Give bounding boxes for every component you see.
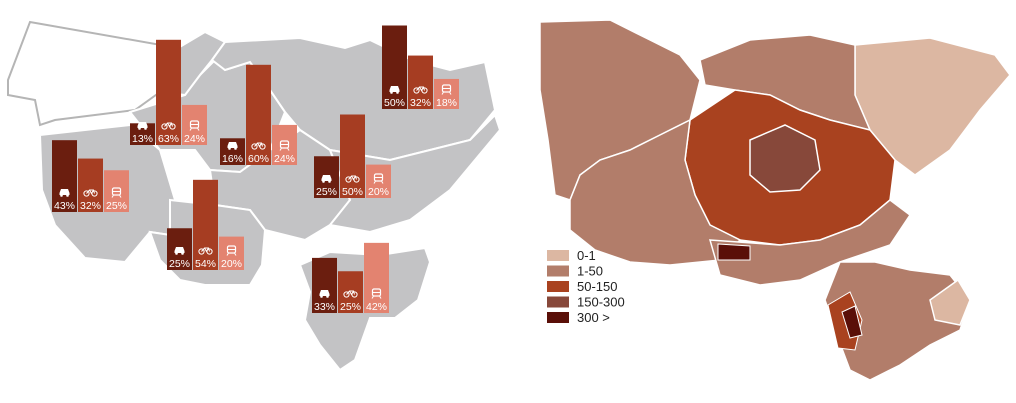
train-icon <box>226 245 237 256</box>
legend-swatch <box>547 312 569 323</box>
bike-bar <box>408 55 433 109</box>
car-share-label: 13% <box>132 133 153 145</box>
car-share-label: 33% <box>314 301 335 313</box>
car-icon <box>321 175 332 183</box>
legend-swatch <box>547 265 569 277</box>
train-share-label: 20% <box>368 186 389 198</box>
train-icon <box>441 84 452 95</box>
train-share-label: 20% <box>221 258 242 270</box>
train-icon <box>373 173 384 184</box>
bicycle-icon <box>345 175 360 183</box>
bicycle-icon <box>83 189 98 197</box>
car-icon <box>227 142 238 150</box>
legend-item: 50-150 <box>547 279 617 294</box>
bike-share-label: 25% <box>340 301 361 313</box>
legend-swatch <box>547 250 569 261</box>
density-region-hotspot <box>717 243 751 261</box>
density-region-southwest <box>569 118 742 266</box>
bike-bar <box>193 179 218 270</box>
train-share-label: 24% <box>274 153 295 165</box>
car-share-label: 43% <box>54 200 75 212</box>
bike-bar <box>78 158 103 212</box>
train-bar <box>364 242 389 313</box>
bike-share-label: 32% <box>80 200 101 212</box>
bicycle-icon <box>343 290 358 298</box>
train-icon <box>189 120 200 131</box>
car-share-label: 16% <box>222 153 243 165</box>
train-share-label: 24% <box>184 133 205 145</box>
bike-bar <box>340 114 365 198</box>
density-region-south <box>708 199 912 286</box>
bike-share-label: 50% <box>342 186 363 198</box>
train-bar <box>434 78 459 109</box>
train-icon <box>371 288 382 299</box>
district-bar-group: 33% 25% 42% <box>312 242 389 313</box>
district-bar-group: 50% 32% 18% <box>382 25 459 109</box>
car-share-label: 25% <box>316 186 337 198</box>
train-share-label: 42% <box>366 301 387 313</box>
car-icon <box>59 189 70 197</box>
district-bar-group: 13% 63% 24% <box>130 39 207 145</box>
bike-share-label: 60% <box>248 153 269 165</box>
car-icon <box>174 247 185 255</box>
train-share-label: 25% <box>106 200 127 212</box>
bike-bar <box>246 64 271 165</box>
legend-swatch <box>547 281 569 292</box>
car-share-label: 25% <box>169 258 190 270</box>
bike-bar <box>156 39 181 145</box>
car-icon <box>137 122 148 130</box>
car-bar <box>312 257 337 313</box>
train-icon <box>111 187 122 198</box>
density-region-core <box>749 124 821 193</box>
district-bar-group: 43% 32% 25% <box>52 140 129 212</box>
train-icon <box>279 140 290 151</box>
transport-share-map: 43% 32% 25% 13% 63% 24% 16% 60% 24% 50% 32% 18% 25% 5… <box>7 20 502 372</box>
bicycle-icon <box>251 142 266 150</box>
legend-item: 150-300 <box>547 295 625 310</box>
car-icon <box>319 290 330 298</box>
car-bar <box>52 140 77 212</box>
legend-label: 150-300 <box>577 295 625 310</box>
bar-groups: 43% 32% 25% 13% 63% 24% 16% 60% 24% 50% 32% 18% 25% 5… <box>52 25 459 313</box>
car-icon <box>389 86 400 94</box>
district-bar-group: 25% 50% 20% <box>314 114 391 198</box>
legend-swatch <box>547 296 569 308</box>
legend-label: 1-50 <box>577 264 603 279</box>
region-east <box>328 113 502 234</box>
bicycle-icon <box>161 122 176 130</box>
train-share-label: 18% <box>436 97 457 109</box>
bicycle-icon <box>198 247 213 255</box>
car-share-label: 50% <box>384 97 405 109</box>
legend-item: 0-1 <box>547 248 596 263</box>
density-region-island-hot <box>841 305 863 339</box>
region-northwest-outline <box>7 20 180 127</box>
legend-label: 50-150 <box>577 279 617 294</box>
density-region-island-east <box>929 278 971 326</box>
legend-label: 300 > <box>577 310 610 325</box>
car-bar <box>130 123 155 145</box>
bike-share-label: 63% <box>158 133 179 145</box>
district-bar-group: 16% 60% 24% <box>220 64 297 165</box>
legend-item: 1-50 <box>547 264 603 279</box>
bike-share-label: 54% <box>195 258 216 270</box>
bicycle-icon <box>413 86 428 94</box>
legend-item: 300 > <box>547 310 610 325</box>
bike-share-label: 32% <box>410 97 431 109</box>
district-bar-group: 25% 54% 20% <box>167 179 244 270</box>
density-regions <box>539 19 1011 381</box>
legend-label: 0-1 <box>577 248 596 263</box>
car-bar <box>382 25 407 109</box>
